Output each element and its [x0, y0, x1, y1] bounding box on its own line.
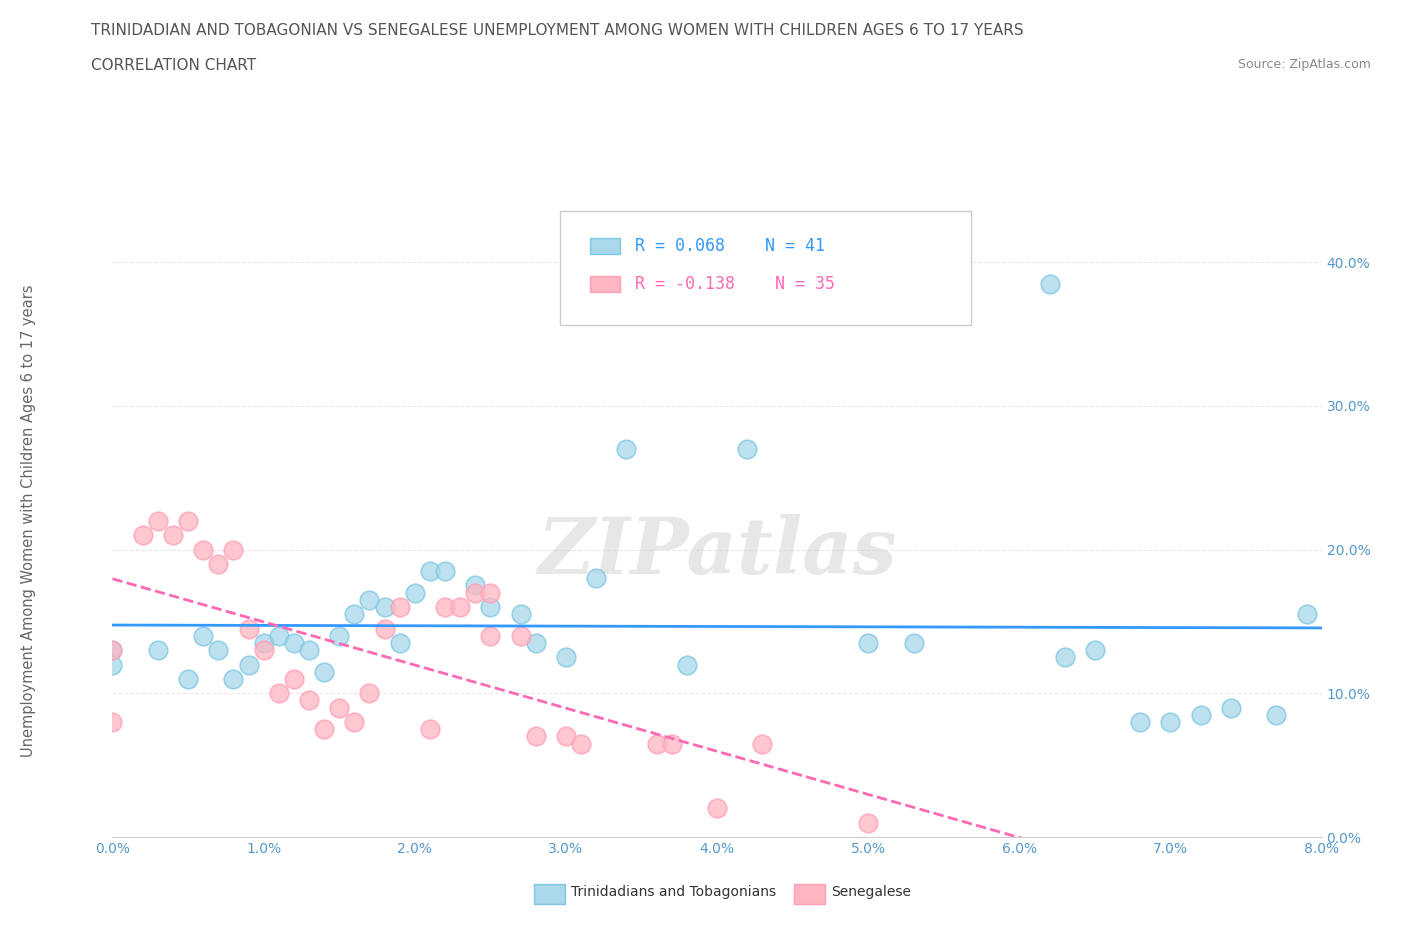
Point — [162, 527, 184, 542]
Point — [312, 664, 335, 679]
Point — [856, 635, 880, 650]
Text: Trinidadians and Tobagonians: Trinidadians and Tobagonians — [571, 884, 776, 899]
Point — [207, 556, 229, 571]
Point — [449, 600, 471, 615]
Point — [238, 621, 260, 636]
Point — [433, 600, 456, 615]
Point — [706, 801, 728, 816]
Point — [359, 592, 381, 607]
Point — [569, 737, 592, 751]
Point — [343, 606, 366, 621]
Point — [207, 643, 229, 658]
Point — [464, 578, 486, 593]
Point — [1053, 650, 1076, 665]
Point — [1084, 643, 1107, 658]
Point — [312, 722, 335, 737]
Text: Senegalese: Senegalese — [831, 884, 911, 899]
Point — [222, 542, 245, 557]
Point — [509, 629, 531, 644]
Point — [191, 629, 215, 644]
Point — [404, 585, 426, 600]
Point — [751, 737, 773, 751]
Point — [328, 629, 350, 644]
Point — [737, 442, 759, 457]
Point — [388, 635, 411, 650]
Point — [1265, 708, 1288, 723]
Point — [283, 635, 305, 650]
Point — [1219, 700, 1241, 715]
Point — [283, 671, 305, 686]
Point — [1129, 714, 1152, 729]
Point — [373, 621, 396, 636]
Point — [253, 643, 276, 658]
Point — [433, 564, 456, 578]
Text: Unemployment Among Women with Children Ages 6 to 17 years: Unemployment Among Women with Children A… — [21, 285, 35, 757]
Point — [661, 737, 683, 751]
Point — [101, 643, 124, 658]
Text: ZIPatlas: ZIPatlas — [537, 514, 897, 591]
Point — [146, 643, 169, 658]
Point — [616, 442, 638, 457]
Point — [343, 714, 366, 729]
Point — [177, 513, 200, 528]
Text: R = 0.068    N = 41: R = 0.068 N = 41 — [636, 237, 825, 255]
Point — [524, 729, 547, 744]
Point — [298, 643, 321, 658]
Text: R = -0.138    N = 35: R = -0.138 N = 35 — [636, 274, 835, 293]
Point — [464, 585, 486, 600]
Point — [1295, 606, 1317, 621]
Point — [146, 513, 169, 528]
Point — [675, 658, 697, 672]
Point — [267, 629, 290, 644]
Point — [856, 816, 880, 830]
Point — [101, 643, 124, 658]
Point — [101, 714, 124, 729]
FancyBboxPatch shape — [591, 238, 620, 254]
Point — [419, 564, 441, 578]
Point — [509, 606, 531, 621]
Point — [554, 650, 576, 665]
Point — [585, 571, 607, 586]
Point — [101, 658, 124, 672]
Point — [298, 693, 321, 708]
Point — [479, 585, 502, 600]
Point — [903, 635, 925, 650]
Text: Source: ZipAtlas.com: Source: ZipAtlas.com — [1237, 58, 1371, 71]
Point — [1159, 714, 1181, 729]
Point — [479, 600, 502, 615]
Point — [328, 700, 350, 715]
Point — [554, 729, 576, 744]
Point — [1189, 708, 1212, 723]
Point — [267, 685, 290, 700]
Point — [359, 685, 381, 700]
FancyBboxPatch shape — [560, 211, 972, 325]
Text: TRINIDADIAN AND TOBAGONIAN VS SENEGALESE UNEMPLOYMENT AMONG WOMEN WITH CHILDREN : TRINIDADIAN AND TOBAGONIAN VS SENEGALESE… — [91, 23, 1024, 38]
Text: CORRELATION CHART: CORRELATION CHART — [91, 58, 256, 73]
Point — [419, 722, 441, 737]
Point — [191, 542, 215, 557]
Point — [177, 671, 200, 686]
Point — [373, 600, 396, 615]
Point — [253, 635, 276, 650]
Point — [479, 629, 502, 644]
Point — [238, 658, 260, 672]
Point — [388, 600, 411, 615]
Point — [524, 635, 547, 650]
Point — [222, 671, 245, 686]
Point — [1038, 276, 1062, 291]
FancyBboxPatch shape — [591, 275, 620, 292]
Point — [645, 737, 668, 751]
Point — [132, 527, 155, 542]
